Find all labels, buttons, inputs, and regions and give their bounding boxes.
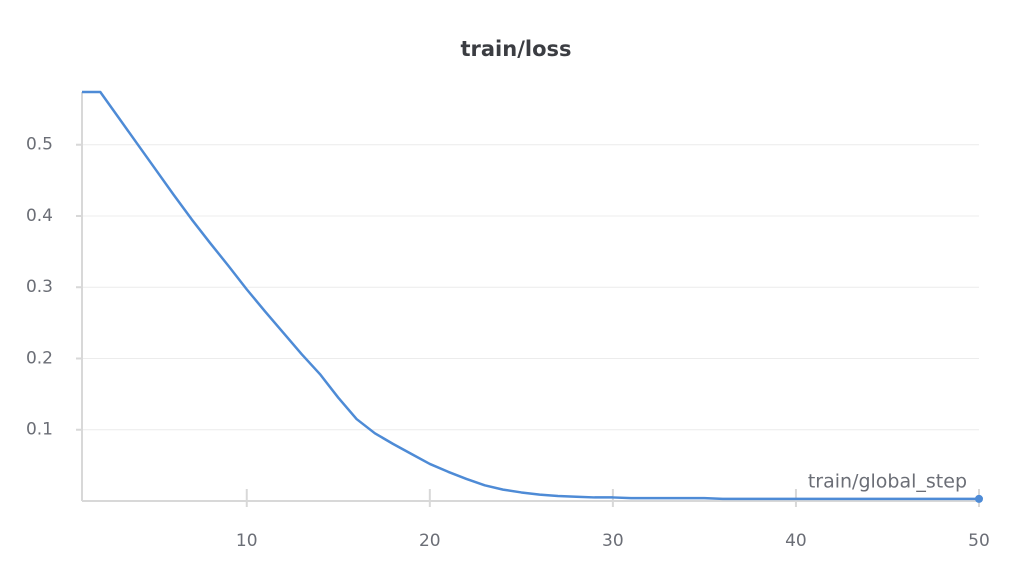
x-tick-label: 30 (602, 531, 624, 551)
y-tick-label: 0.4 (26, 206, 53, 226)
x-tick-label: 20 (419, 531, 441, 551)
y-tick-label: 0.5 (26, 135, 53, 155)
end-point (975, 494, 983, 503)
y-tick-label: 0.2 (26, 348, 53, 368)
y-tick-label: 0.1 (26, 420, 53, 440)
x-tick-label: 10 (236, 531, 258, 551)
chart-title: train/loss (460, 37, 571, 61)
y-tick-label: 0.3 (26, 277, 53, 297)
line (82, 90, 979, 501)
x-tick-label: 40 (785, 531, 807, 551)
x-tick-label: 50 (968, 531, 990, 551)
x-axis-label: train/global_step (808, 471, 967, 493)
